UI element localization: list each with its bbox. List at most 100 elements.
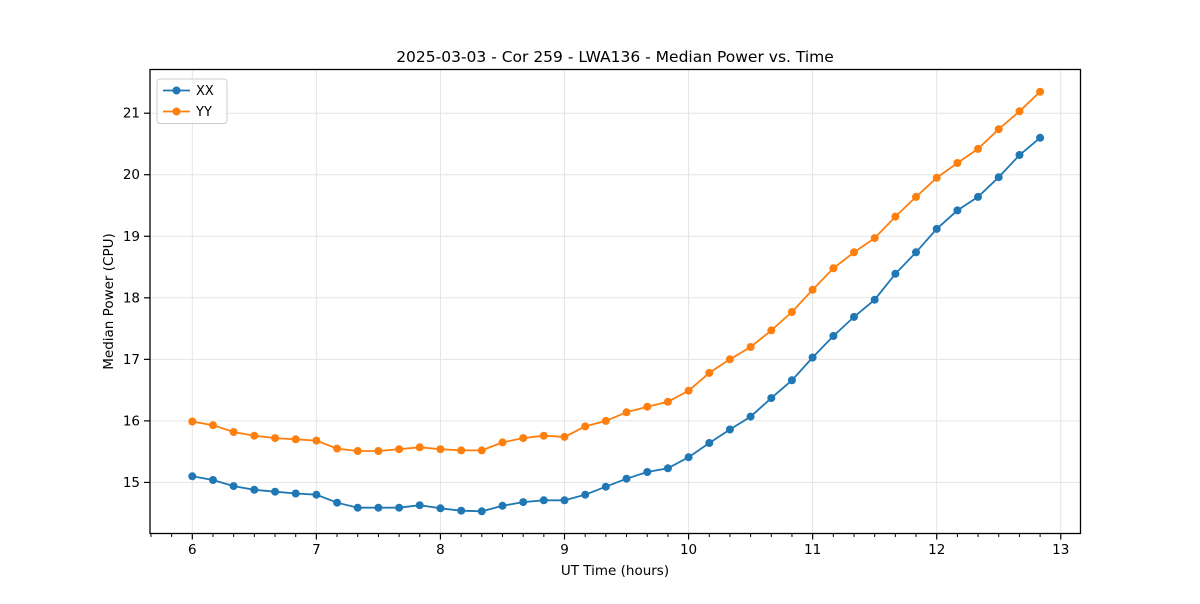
series-yy-marker xyxy=(436,445,445,454)
series-xx-marker xyxy=(457,506,466,515)
series-xx-marker xyxy=(229,482,238,491)
series-xx-marker xyxy=(705,439,714,447)
legend-box xyxy=(156,78,228,124)
series-xx-marker xyxy=(725,425,734,434)
x-tick-label: 7 xyxy=(312,542,321,558)
series-yy-marker xyxy=(891,212,900,221)
series-xx-marker xyxy=(891,269,900,278)
series-yy-marker xyxy=(932,173,941,182)
series-xx-marker xyxy=(808,353,817,362)
series-xx-marker xyxy=(519,498,528,507)
series-yy-marker xyxy=(229,428,238,436)
series-yy-marker xyxy=(250,431,259,440)
series-xx-marker xyxy=(1015,151,1024,159)
series-xx-marker xyxy=(684,453,693,462)
series-xx-marker xyxy=(663,464,672,473)
legend-item-xx: XX xyxy=(163,84,214,99)
x-tick-label: 11 xyxy=(804,542,821,558)
series-xx-marker xyxy=(250,485,259,494)
grid-layer xyxy=(150,69,1081,534)
series-xx-marker xyxy=(932,224,941,233)
legend-swatch-marker xyxy=(172,107,181,116)
y-tick-label: 21 xyxy=(123,106,140,122)
series-yy-marker xyxy=(622,408,631,417)
series-yy-marker xyxy=(912,192,920,201)
series-yy-marker xyxy=(829,264,838,273)
series-xx-marker xyxy=(291,489,300,498)
series-xx-marker xyxy=(271,487,280,496)
series-xx-marker xyxy=(787,376,796,385)
x-tick-label: 13 xyxy=(1052,542,1069,558)
legend-item-yy: YY xyxy=(163,105,212,120)
series-layer xyxy=(188,87,1045,516)
y-tick-label: 15 xyxy=(123,475,140,491)
series-xx-marker xyxy=(498,501,507,510)
series-yy-marker xyxy=(953,159,962,167)
series-yy-marker xyxy=(209,421,217,430)
plot-border xyxy=(149,68,1082,535)
series-yy-marker xyxy=(353,447,362,455)
chart-title: 2025-03-03 - Cor 259 - LWA136 - Median P… xyxy=(396,48,834,66)
y-tick-label: 20 xyxy=(123,167,140,183)
series-xx-marker xyxy=(436,504,445,513)
legend-label: YY xyxy=(195,105,212,120)
series-xx-marker xyxy=(912,248,920,257)
x-tick-label: 10 xyxy=(680,542,697,558)
series-yy-marker xyxy=(581,422,590,431)
series-xx-marker xyxy=(850,312,858,321)
series-yy-marker xyxy=(374,447,383,455)
series-yy-marker xyxy=(601,416,610,425)
series-yy-marker xyxy=(291,435,300,444)
tick-label-layer: 6 7 8 9 10 11 12 13 15 16 17 18 19 20 21 xyxy=(123,106,1070,558)
series-xx-marker xyxy=(953,206,962,215)
series-yy-marker xyxy=(333,444,342,453)
series-xx-line xyxy=(192,137,1041,513)
series-xx-marker xyxy=(829,332,838,340)
axes-layer xyxy=(144,68,1082,540)
series-yy-marker xyxy=(974,144,982,153)
x-tick-label: 9 xyxy=(560,542,569,558)
series-xx-marker xyxy=(539,496,548,505)
series-yy-line xyxy=(192,91,1041,452)
series-yy-marker xyxy=(643,402,652,411)
series-yy-marker xyxy=(477,446,486,455)
series-yy-marker xyxy=(312,436,321,445)
series-yy-marker xyxy=(271,434,280,443)
series-xx-marker xyxy=(1036,133,1045,142)
series-yy-marker xyxy=(994,125,1003,134)
series-xx-marker xyxy=(353,503,362,512)
series-xx-marker xyxy=(395,503,404,512)
series-yy-marker xyxy=(808,285,817,294)
series-xx-marker xyxy=(374,503,383,512)
series-yy-marker xyxy=(519,434,528,443)
series-xx-marker xyxy=(209,476,217,484)
series-xx-markers xyxy=(188,133,1045,516)
x-tick-label: 6 xyxy=(188,542,197,558)
x-tick-label: 12 xyxy=(928,542,945,558)
series-yy-markers xyxy=(188,87,1045,455)
y-tick-label: 17 xyxy=(123,352,140,368)
legend-swatch-marker xyxy=(172,86,181,95)
series-xx-marker xyxy=(601,482,610,491)
series-yy-marker xyxy=(188,417,197,426)
y-tick-label: 19 xyxy=(123,229,140,245)
series-yy-marker xyxy=(705,368,714,377)
series-yy-marker xyxy=(415,443,424,452)
series-yy-marker xyxy=(850,248,858,257)
series-yy-marker xyxy=(498,438,507,447)
series-xx-marker xyxy=(333,498,342,507)
series-xx-marker xyxy=(415,501,424,510)
series-xx-marker xyxy=(560,496,569,505)
series-xx-marker xyxy=(767,394,776,403)
series-yy-marker xyxy=(684,386,693,395)
y-axis-label: Median Power (CPU) xyxy=(101,233,117,369)
series-xx-marker xyxy=(581,490,590,499)
series-xx-marker xyxy=(622,474,631,483)
series-xx-marker xyxy=(477,507,486,516)
series-xx-marker xyxy=(870,295,879,304)
series-yy-marker xyxy=(870,234,879,243)
y-tick-label: 16 xyxy=(123,413,140,429)
series-yy-marker xyxy=(746,343,755,351)
